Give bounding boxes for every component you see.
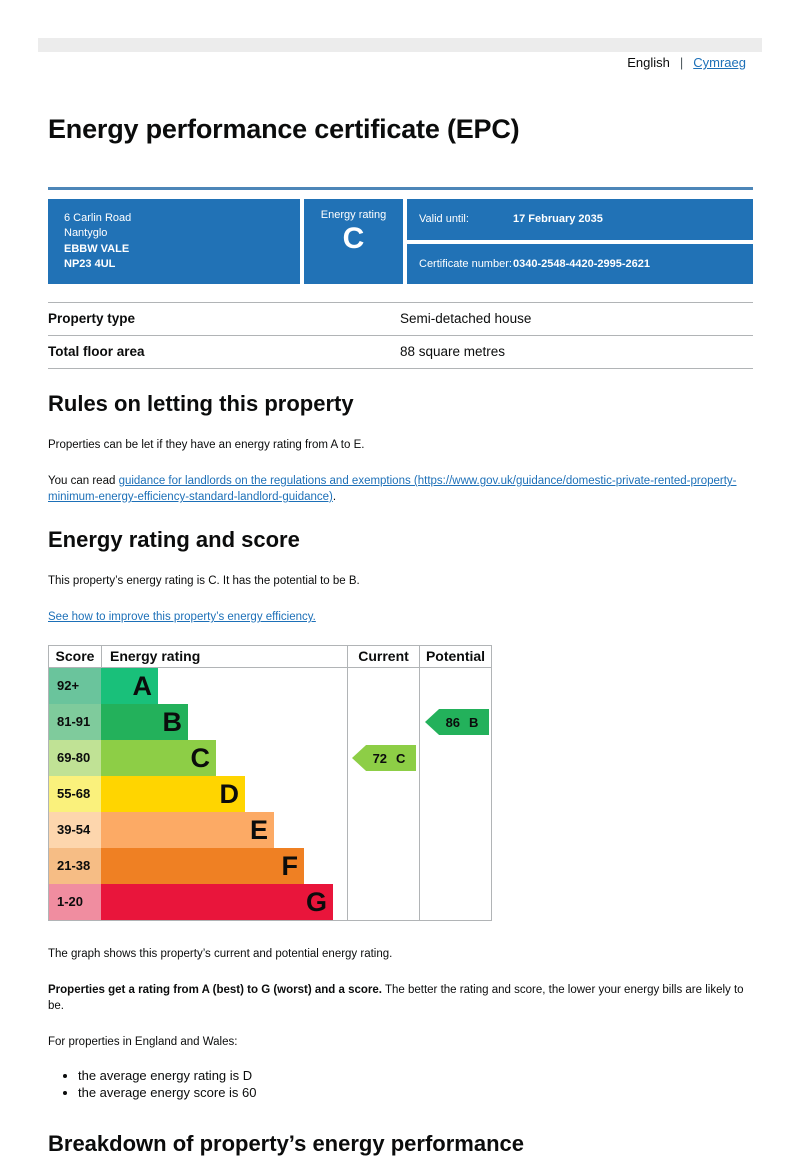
chart-column-current: Current bbox=[347, 646, 419, 667]
chart-band-row: 69-80 C bbox=[49, 740, 347, 776]
band-score-range: 55-68 bbox=[49, 776, 101, 812]
band-letter: A bbox=[132, 671, 153, 701]
language-separator: | bbox=[679, 55, 684, 70]
chart-band-row: 21-38 F bbox=[49, 848, 347, 884]
chart-band-row: 55-68 D bbox=[49, 776, 347, 812]
chart-caption: The graph shows this property’s current … bbox=[48, 948, 393, 960]
energy-rating-label: Energy rating bbox=[320, 209, 387, 221]
band-letter: F bbox=[281, 851, 299, 881]
chart-potential-column bbox=[419, 668, 491, 920]
breakdown-heading: Breakdown of property’s energy performan… bbox=[48, 1131, 524, 1156]
fact-row: Property type Semi-detached house bbox=[48, 302, 753, 335]
guidance-paragraph: You can read guidance for landlords on t… bbox=[48, 473, 753, 505]
potential-rating-marker-letter: B bbox=[469, 714, 479, 730]
fact-value: 88 square metres bbox=[400, 344, 506, 359]
band-letter: C bbox=[190, 743, 211, 773]
chart-body: 92+ A 81-91 B 69-80 C 55-68 D 39-54 E 21-38 F 1-20 G … bbox=[49, 668, 491, 920]
fact-row: Total floor area 88 square metres bbox=[48, 335, 753, 368]
valid-until-row: Valid until: 17 February 2035 bbox=[407, 199, 753, 240]
chart-column-score: Score bbox=[55, 648, 95, 664]
landlord-guidance-link[interactable]: guidance for landlords on the regulation… bbox=[48, 475, 737, 503]
chart-band-row: 92+ A bbox=[49, 668, 347, 704]
average-stats-list: the average energy rating is Dthe averag… bbox=[78, 1068, 753, 1101]
rules-heading: Rules on letting this property bbox=[48, 391, 354, 416]
language-link-cymraeg[interactable]: Cymraeg bbox=[693, 55, 746, 70]
language-switcher: English | Cymraeg bbox=[48, 55, 746, 70]
chart-header: Score Energy rating Current Potential bbox=[49, 646, 491, 668]
rating-summary: This property’s energy rating is C. It h… bbox=[48, 575, 360, 587]
property-address: 6 Carlin Road Nantyglo EBBW VALE NP23 4UL bbox=[48, 199, 300, 284]
band-bar: A bbox=[101, 668, 158, 704]
fact-label: Property type bbox=[48, 311, 136, 326]
current-rating-marker-letter: C bbox=[396, 750, 406, 766]
current-rating-marker-score: 72 bbox=[372, 750, 388, 766]
band-letter: D bbox=[219, 779, 240, 809]
address-line: Nantyglo bbox=[64, 227, 108, 240]
band-bar: B bbox=[101, 704, 188, 740]
band-letter: E bbox=[249, 815, 268, 845]
address-line: EBBW VALE bbox=[64, 242, 130, 255]
band-score-range: 81-91 bbox=[49, 704, 101, 740]
language-current: English bbox=[627, 55, 670, 70]
rating-explainer-bold: Properties get a rating from A (best) to… bbox=[48, 984, 382, 996]
guidance-suffix: . bbox=[332, 491, 337, 503]
regions-intro: For properties in England and Wales: bbox=[48, 1036, 238, 1048]
address-line: 6 Carlin Road bbox=[64, 212, 132, 224]
certificate-meta: Valid until: 17 February 2035 Certificat… bbox=[407, 199, 753, 284]
band-letter: B bbox=[162, 707, 183, 737]
epc-rating-chart: Score Energy rating Current Potential 92… bbox=[48, 645, 492, 921]
certificate-number-row: Certificate number: 0340-2548-4420-2995-… bbox=[407, 243, 753, 284]
band-bar: F bbox=[101, 848, 304, 884]
average-stat-item: the average energy score is 60 bbox=[78, 1085, 753, 1101]
energy-rating-box: Energy rating C bbox=[304, 199, 403, 284]
rating-explainer-rest: The better the rating and score, the low… bbox=[48, 984, 744, 1012]
band-letter: G bbox=[305, 887, 327, 917]
address-line: NP23 4UL bbox=[64, 258, 116, 271]
band-score-range: 21-38 bbox=[49, 848, 101, 884]
rating-heading: Energy rating and score bbox=[48, 527, 300, 552]
band-score-range: 1-20 bbox=[49, 884, 101, 920]
guidance-prefix: You can read bbox=[48, 475, 119, 487]
certificate-number-value: 0340-2548-4420-2995-2621 bbox=[513, 257, 651, 270]
potential-rating-marker-score: 86 bbox=[445, 714, 461, 730]
band-bar: G bbox=[101, 884, 333, 920]
chart-current-column bbox=[347, 668, 419, 920]
improve-efficiency-link[interactable]: See how to improve this property’s energ… bbox=[48, 611, 316, 623]
chart-band-row: 81-91 B bbox=[49, 704, 347, 740]
rules-paragraph: Properties can be let if they have an en… bbox=[48, 439, 365, 451]
band-bar: E bbox=[101, 812, 274, 848]
potential-rating-marker: 86 B bbox=[425, 709, 489, 735]
improve-paragraph: See how to improve this property’s energ… bbox=[48, 609, 753, 625]
chart-bands-area: 92+ A 81-91 B 69-80 C 55-68 D 39-54 E 21-38 F 1-20 G bbox=[49, 668, 347, 920]
top-divider-bar bbox=[38, 38, 762, 52]
chart-column-potential: Potential bbox=[419, 646, 491, 667]
current-rating-marker: 72 C bbox=[352, 745, 416, 771]
energy-rating-value: C bbox=[342, 222, 365, 255]
property-facts: Property type Semi-detached house Total fl… bbox=[48, 302, 753, 369]
band-score-range: 39-54 bbox=[49, 812, 101, 848]
valid-until-value: 17 February 2035 bbox=[513, 213, 603, 226]
average-stat-item: the average energy rating is D bbox=[78, 1068, 753, 1084]
certificate-number-label: Certificate number: bbox=[419, 257, 512, 270]
valid-until-label: Valid until: bbox=[419, 213, 469, 226]
band-bar: D bbox=[101, 776, 245, 812]
fact-value: Semi-detached house bbox=[400, 311, 532, 326]
band-score-range: 92+ bbox=[49, 668, 101, 704]
rating-explainer: Properties get a rating from A (best) to… bbox=[48, 982, 753, 1014]
chart-column-energy-rating: Energy rating bbox=[101, 646, 347, 667]
chart-band-row: 39-54 E bbox=[49, 812, 347, 848]
band-score-range: 69-80 bbox=[49, 740, 101, 776]
title-divider bbox=[48, 187, 753, 190]
fact-label: Total floor area bbox=[48, 344, 145, 359]
band-bar: C bbox=[101, 740, 216, 776]
page-title: Energy performance certificate (EPC) bbox=[48, 114, 520, 144]
chart-band-row: 1-20 G bbox=[49, 884, 347, 920]
summary-banner: 6 Carlin Road Nantyglo EBBW VALE NP23 4UL E… bbox=[48, 199, 753, 284]
